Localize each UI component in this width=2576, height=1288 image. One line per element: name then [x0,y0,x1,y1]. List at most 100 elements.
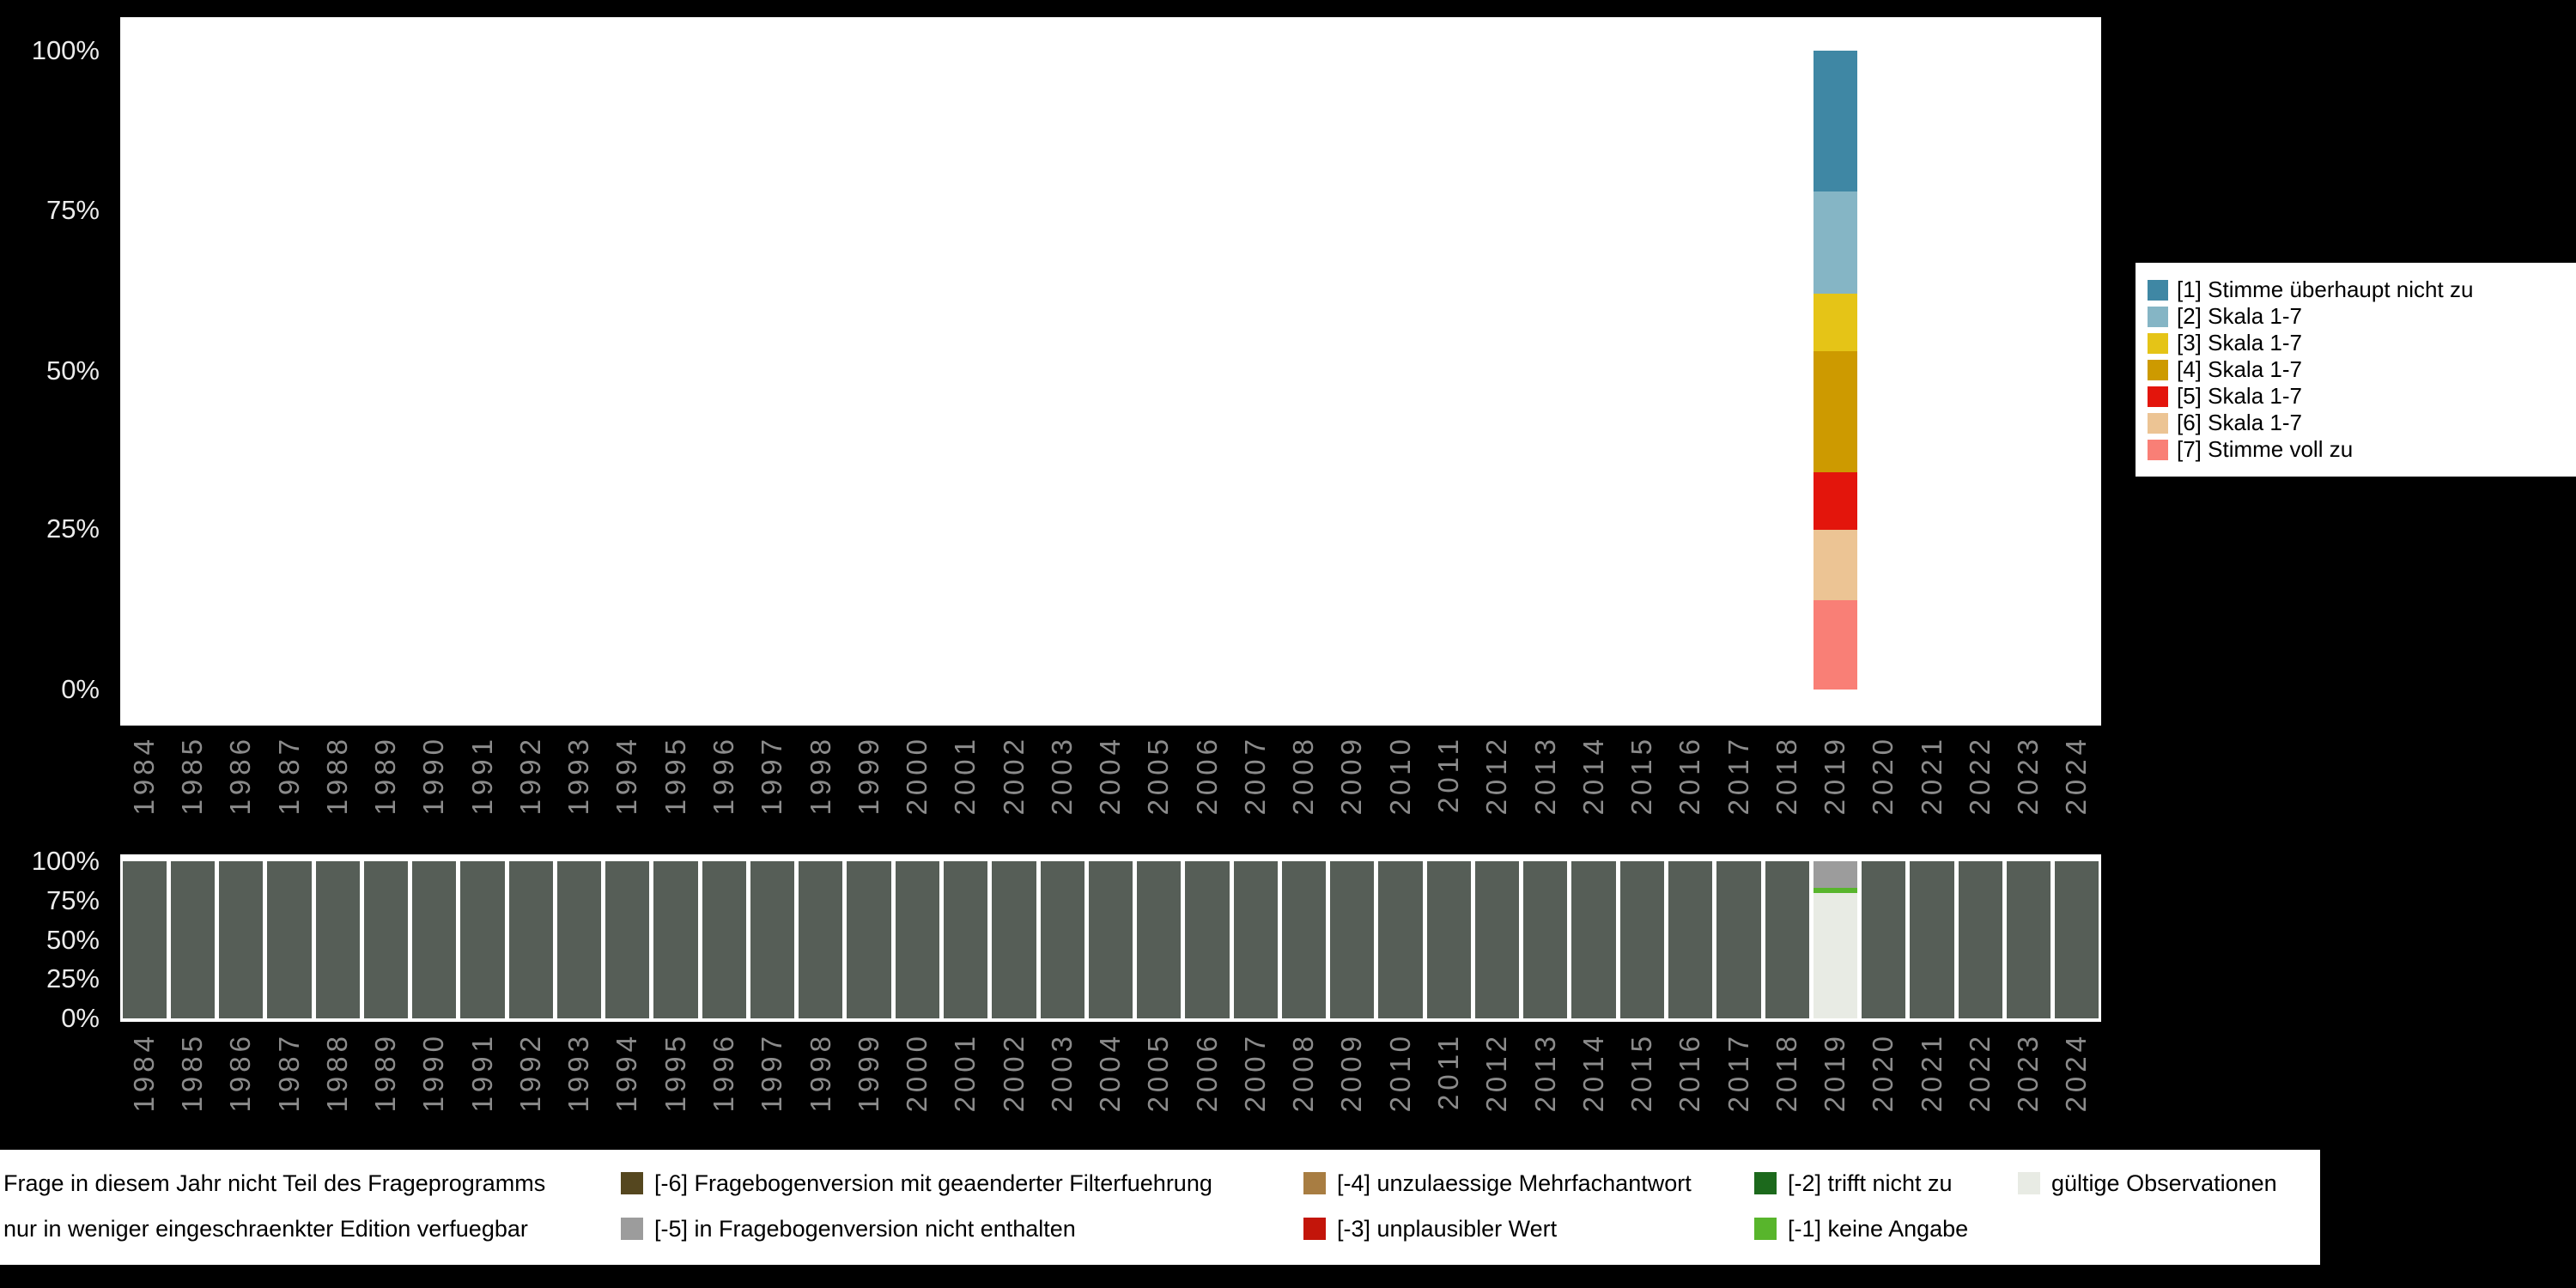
y-tick-label: 75% [46,195,100,225]
bar-segment [1813,191,1858,294]
x-tick-label-2014: 2014 [1577,1032,1609,1113]
x-tick-label-1984: 1984 [127,1032,160,1113]
x-tick-slot: 2020 [1860,735,1908,835]
legend-swatch [621,1172,643,1194]
x-tick-label-2023: 2023 [2012,1032,2044,1113]
x-tick-slot: 2019 [1811,1032,1859,1132]
status-bar-2008 [1281,861,1327,1018]
legend-label: [-6] Fragebogenversion mit geaenderter F… [654,1170,1212,1196]
x-tick-slot: 2013 [1522,1032,1570,1132]
status-bar-1999 [847,861,891,1018]
year-slot-2013 [1522,51,1570,690]
status-slot-2010 [1376,861,1425,1018]
bar-segment [2006,861,2051,1018]
x-tick-slot: 2015 [1618,1032,1666,1132]
x-tick-label-2019: 2019 [1819,1032,1851,1113]
bar-segment [219,861,264,1018]
missing-legend-item: Frage in diesem Jahr nicht Teil des Frag… [3,1168,545,1199]
bar-segment [1813,51,1858,191]
x-tick-label-1993: 1993 [562,1032,595,1113]
status-slot-2006 [1183,861,1231,1018]
x-tick-slot: 1995 [652,1032,700,1132]
status-slot-2018 [1763,861,1811,1018]
x-tick-slot: 1996 [700,1032,748,1132]
x-tick-label-2004: 2004 [1094,735,1127,816]
x-tick-label-2009: 2009 [1335,735,1368,816]
x-tick-label-2015: 2015 [1625,735,1658,816]
x-tick-slot: 1988 [313,1032,361,1132]
legend-item: [7] Stimme voll zu [2148,436,2576,463]
x-tick-slot: 1984 [120,735,168,835]
status-slot-1996 [700,861,748,1018]
x-tick-slot: 2018 [1763,1032,1811,1132]
status-bar-1990 [412,861,457,1018]
x-tick-slot: 2008 [1279,735,1327,835]
x-tick-label-1999: 1999 [852,1032,884,1113]
status-bar-1996 [702,861,746,1018]
year-slot-1990 [410,51,459,690]
year-slot-1988 [313,51,361,690]
x-tick-label-1986: 1986 [224,1032,257,1113]
legend-swatch [1754,1218,1777,1240]
x-tick-label-2021: 2021 [1915,735,1947,816]
bar-segment [1330,861,1375,1018]
x-tick-label-2011: 2011 [1431,735,1464,813]
bar-segment [895,861,940,1018]
x-tick-label-2015: 2015 [1625,1032,1658,1113]
x-tick-label-1989: 1989 [369,1032,402,1113]
x-tick-label-1998: 1998 [804,1032,836,1113]
status-slot-1990 [410,861,459,1018]
y-tick-label: 50% [46,355,100,386]
x-tick-label-2018: 2018 [1770,735,1802,816]
x-tick-label-2008: 2008 [1287,1032,1320,1113]
year-slot-2012 [1473,51,1521,690]
bar-segment [315,861,360,1018]
year-slot-2003 [1038,51,1086,690]
status-bar-2019 [1813,861,1858,1018]
x-tick-label-2002: 2002 [997,735,1030,816]
year-slot-1989 [361,51,410,690]
status-bar-2018 [1765,861,1809,1018]
bar-segment [2055,861,2099,1018]
bar-segment [1233,861,1278,1018]
legend-item: [1] Stimme überhaupt nicht zu [2148,276,2576,303]
x-tick-slot: 1986 [217,735,265,835]
status-bar-2020 [1862,861,1906,1018]
bar-segment [702,861,746,1018]
year-slot-2019 [1811,51,1859,690]
x-tick-label-1992: 1992 [513,735,546,816]
x-tick-slot: 1993 [555,1032,603,1132]
status-slot-2012 [1473,861,1521,1018]
x-tick-label-1995: 1995 [659,1032,691,1113]
x-tick-slot: 2016 [1667,735,1715,835]
x-tick-slot: 1995 [652,735,700,835]
bar-segment [1137,861,1182,1018]
x-tick-label-1999: 1999 [852,735,884,816]
year-slot-2007 [1231,51,1279,690]
year-slot-1998 [797,51,845,690]
status-slot-1999 [845,861,893,1018]
x-tick-slot: 2024 [2053,1032,2101,1132]
x-tick-slot: 2005 [1135,1032,1183,1132]
x-tick-slot: 2008 [1279,1032,1327,1132]
legend-label: Frage in diesem Jahr nicht Teil des Frag… [3,1170,546,1196]
x-tick-label-2000: 2000 [901,1032,933,1113]
legend-label: [1] Stimme überhaupt nicht zu [2177,276,2474,302]
x-tick-slot: 2023 [2004,1032,2052,1132]
bar-segment [170,861,216,1018]
x-tick-slot: 2001 [942,735,990,835]
x-tick-slot: 2014 [1570,1032,1618,1132]
year-slot-1995 [652,51,700,690]
bar-segment [556,861,602,1018]
bar-segment [460,861,505,1018]
x-tick-slot: 1989 [361,735,410,835]
x-tick-label-2006: 2006 [1190,1032,1223,1113]
missing-legend-item: [-3] unplausibler Wert [1303,1213,1557,1244]
missings-chart-y-axis: 100% 75% 50% 25% 0% [0,0,108,1288]
bar-segment [1813,861,1858,889]
legend-label: [4] Skala 1-7 [2177,356,2302,382]
bar-segment [1040,861,1084,1018]
legend-label: [7] Stimme voll zu [2177,436,2354,462]
year-slot-2006 [1183,51,1231,690]
